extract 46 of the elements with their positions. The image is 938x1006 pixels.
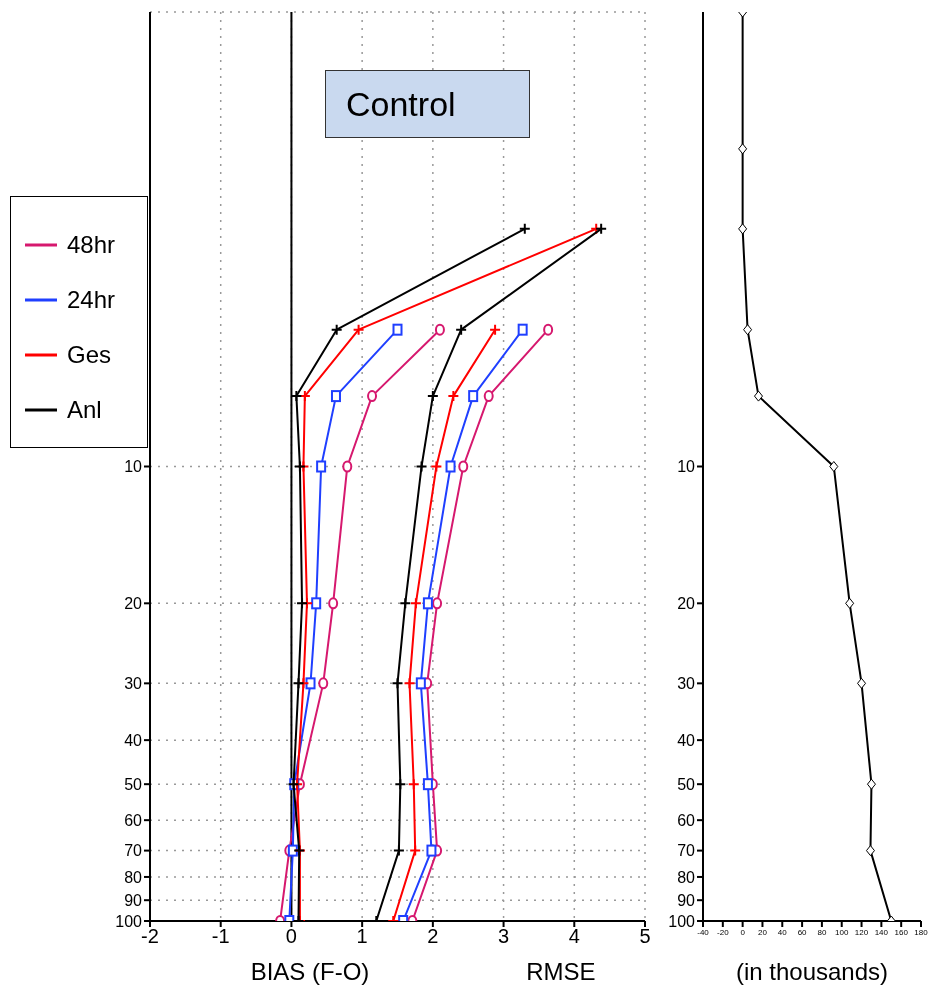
legend-label: Anl xyxy=(67,395,102,424)
x-tick-label: 5 xyxy=(639,925,651,948)
x-tick-label: -20 xyxy=(717,927,730,937)
y-tick-label: 20 xyxy=(124,595,143,612)
y-tick-label: 80 xyxy=(677,868,696,886)
y-tick-label: 40 xyxy=(124,731,143,749)
x-tick-label: 180 xyxy=(914,927,929,937)
legend-label: 48hr xyxy=(67,230,116,259)
y-tick-label: 40 xyxy=(677,731,696,749)
x-tick-label: 160 xyxy=(894,927,909,937)
y-tick-label: 60 xyxy=(124,811,143,829)
y-tick-label: 60 xyxy=(677,811,696,829)
y-tick-label: 20 xyxy=(677,595,696,612)
y-tick-label: 80 xyxy=(124,868,143,886)
x-axis-title: BIAS (F-O) xyxy=(249,958,371,986)
y-tick-label: 50 xyxy=(124,775,143,793)
x-tick-label: 120 xyxy=(854,927,869,937)
legend-label: Ges xyxy=(67,340,112,369)
x-tick-label: 2 xyxy=(427,925,439,948)
x-tick-label: 4 xyxy=(568,925,580,948)
x-axis-title: (in thousands) xyxy=(734,958,890,986)
text: RMSE xyxy=(525,958,597,986)
y-tick-label: 30 xyxy=(677,675,696,693)
y-tick-label: 90 xyxy=(677,891,696,909)
x-tick-label: 0 xyxy=(285,925,297,948)
y-tick-label: 90 xyxy=(124,891,143,909)
x-tick-label: 3 xyxy=(498,925,510,948)
x-tick-label: 40 xyxy=(777,927,788,937)
y-tick-label: 70 xyxy=(124,842,143,860)
legend-label: 24hr xyxy=(67,285,116,314)
y-tick-label: 50 xyxy=(677,775,696,793)
x-tick-label: 0 xyxy=(740,927,746,937)
x-tick-label: 80 xyxy=(817,927,827,937)
x-tick-label: -40 xyxy=(697,927,710,937)
x-tick-label: 140 xyxy=(874,927,889,937)
y-tick-label: 30 xyxy=(124,675,143,693)
x-tick-label: 60 xyxy=(797,927,808,937)
x-tick-label: -2 xyxy=(141,925,159,948)
x-tick-label: 20 xyxy=(758,927,768,937)
y-tick-label: 10 xyxy=(677,458,696,476)
y-tick-label: 10 xyxy=(124,458,143,476)
text: Control xyxy=(325,70,530,138)
x-tick-label: 100 xyxy=(835,927,849,937)
x-tick-label: -1 xyxy=(211,925,230,948)
x-tick-label: 1 xyxy=(356,925,368,948)
y-tick-label: 70 xyxy=(677,842,696,860)
